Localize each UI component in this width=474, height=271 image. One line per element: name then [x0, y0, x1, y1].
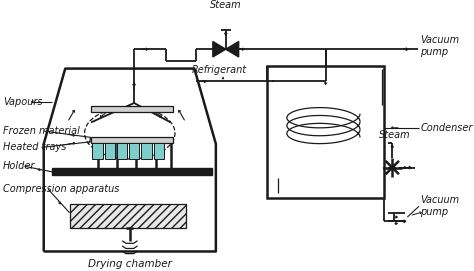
Bar	[129, 143, 139, 159]
Text: Heated trays: Heated trays	[3, 142, 66, 152]
Text: Steam: Steam	[379, 130, 410, 140]
Bar	[52, 168, 211, 175]
Bar	[154, 143, 164, 159]
Text: Compression apparatus: Compression apparatus	[3, 184, 119, 194]
Text: Steam: Steam	[210, 0, 242, 10]
Polygon shape	[226, 41, 239, 57]
Bar	[105, 143, 115, 159]
Text: Drying chamber: Drying chamber	[88, 259, 172, 269]
Bar	[92, 143, 103, 159]
Text: Vacuum
pump: Vacuum pump	[420, 195, 459, 217]
Text: Holder: Holder	[3, 161, 35, 171]
Bar	[91, 106, 173, 112]
Text: Frozen material: Frozen material	[3, 126, 80, 136]
Text: Refrigerant: Refrigerant	[192, 65, 247, 75]
Text: Vapours: Vapours	[3, 97, 42, 107]
Text: Condenser: Condenser	[420, 123, 473, 133]
Bar	[267, 66, 383, 198]
Bar	[117, 143, 127, 159]
Polygon shape	[213, 41, 226, 57]
Bar	[91, 137, 173, 143]
Text: Vacuum
pump: Vacuum pump	[420, 35, 459, 57]
Bar	[141, 143, 152, 159]
Bar	[70, 204, 186, 228]
